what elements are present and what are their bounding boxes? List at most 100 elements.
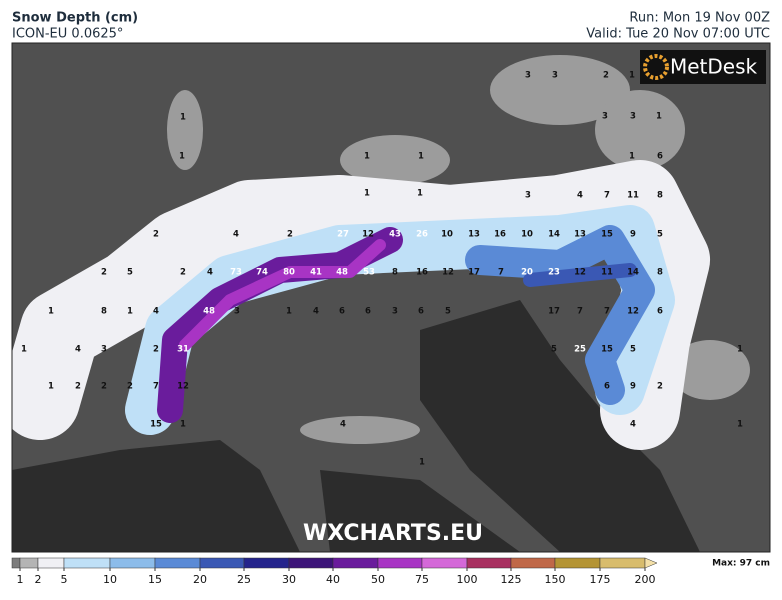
map-label: 17	[548, 307, 560, 317]
map-label: 12	[574, 268, 586, 278]
map-label: 80	[283, 268, 295, 278]
map-label: 48	[336, 268, 348, 278]
legend-tick-label: 40	[326, 573, 340, 586]
legend-tick-label: 2	[35, 573, 42, 586]
map-label: 7	[604, 307, 610, 317]
map-label: 11	[601, 268, 613, 278]
map-label: 5	[445, 307, 451, 317]
legend-tick-label: 25	[237, 573, 251, 586]
map-label: 1	[419, 458, 425, 468]
map-label: 20	[521, 268, 533, 278]
legend-tick-label: 5	[61, 573, 68, 586]
legend-swatch	[243, 557, 290, 569]
map-label: 1	[629, 71, 635, 81]
map-label: 2	[101, 382, 107, 392]
map-label: 23	[548, 268, 560, 278]
legend-arrow	[644, 557, 658, 569]
legend-swatch	[332, 557, 379, 569]
map-label: 5	[657, 230, 663, 240]
map-label: 7	[577, 307, 583, 317]
map-label: 1	[179, 152, 185, 162]
legend-swatch	[11, 557, 21, 569]
legend-swatch	[19, 557, 39, 569]
map-label: 1	[418, 152, 424, 162]
map-label: 4	[153, 307, 159, 317]
map-label: 27	[337, 230, 349, 240]
legend-tick-label: 20	[193, 573, 207, 586]
map-label: 8	[657, 268, 663, 278]
map-label: 3	[602, 112, 608, 122]
legend-tick-label: 150	[545, 573, 566, 586]
map-label: 1	[737, 345, 743, 355]
map-label: 9	[630, 382, 636, 392]
map-label: 6	[657, 152, 663, 162]
map-label: 48	[203, 307, 215, 317]
map-label: 3	[392, 307, 398, 317]
legend-swatch	[554, 557, 601, 569]
map-label: 2	[603, 71, 609, 81]
map-label: 1	[417, 189, 423, 199]
legend-swatch	[109, 557, 156, 569]
legend-tick-label: 15	[148, 573, 162, 586]
legend-swatch	[377, 557, 423, 569]
map-label: 13	[574, 230, 586, 240]
map-label: 10	[521, 230, 533, 240]
map-label: 12	[177, 382, 189, 392]
map-label: 4	[233, 230, 239, 240]
watermark: WXCHARTS.EU	[303, 521, 483, 546]
map-label: 3	[552, 71, 558, 81]
legend-swatch	[288, 557, 334, 569]
snow-cover	[12, 160, 710, 450]
legend-tick-label: 175	[590, 573, 611, 586]
map-label: 2	[127, 382, 133, 392]
map-label: 25	[574, 345, 586, 355]
tyrrhenian-sea	[320, 470, 520, 552]
legend-tick-label: 30	[282, 573, 296, 586]
legend-swatch	[510, 557, 556, 569]
valid-time: Valid: Tue 20 Nov 07:00 UTC	[586, 27, 770, 42]
map-label: 4	[75, 345, 81, 355]
map-label: 4	[630, 420, 636, 430]
map-label: 12	[442, 268, 454, 278]
map-labels: 3 3 2 11 3 3 11 1 1 1 61 1 3 4 7 11 82 4 2 27 12 43 26 10 13 16 10…	[21, 71, 743, 468]
map-label: 8	[657, 191, 663, 201]
map-label: 2	[180, 268, 186, 278]
map-label: 4	[340, 420, 346, 430]
map-label: 14	[548, 230, 560, 240]
subtitle: ICON-EU 0.0625°	[12, 27, 123, 42]
map-label: 6	[365, 307, 371, 317]
map-label: 4	[313, 307, 319, 317]
map-label: 7	[604, 191, 610, 201]
map-label: 5	[551, 345, 557, 355]
map-label: 3	[630, 112, 636, 122]
map-label: 1	[364, 152, 370, 162]
map-label: 3	[101, 345, 107, 355]
map-label: 6	[604, 382, 610, 392]
map-label: 31	[177, 345, 189, 355]
map-label: 15	[150, 420, 162, 430]
map-label: 1	[180, 420, 186, 430]
map-label: 74	[256, 268, 268, 278]
legend-tick-label: 125	[501, 573, 522, 586]
map-label: 1	[21, 345, 27, 355]
map-label: 6	[418, 307, 424, 317]
legend-swatch	[199, 557, 245, 569]
map-label: 41	[310, 268, 322, 278]
map-label: 3	[234, 307, 240, 317]
map-label: 5	[630, 345, 636, 355]
max-label: Max: 97 cm	[712, 559, 770, 569]
map-label: 2	[153, 345, 159, 355]
legend-tick-label: 10	[103, 573, 117, 586]
map-label: 8	[101, 307, 107, 317]
run-time: Run: Mon 19 Nov 00Z	[629, 11, 770, 26]
map-label: 5	[127, 268, 133, 278]
legend-tick-label: 75	[415, 573, 429, 586]
map-label: 2	[657, 382, 663, 392]
map-label: 1	[48, 382, 54, 392]
legend-tick-label: 100	[457, 573, 478, 586]
map-label: 12	[627, 307, 639, 317]
map-label: 16	[494, 230, 506, 240]
legend: 1 2 5 10 15 20 25 30 40 50 75 100 125 150 175 200	[11, 557, 658, 586]
map-label: 1	[364, 189, 370, 199]
